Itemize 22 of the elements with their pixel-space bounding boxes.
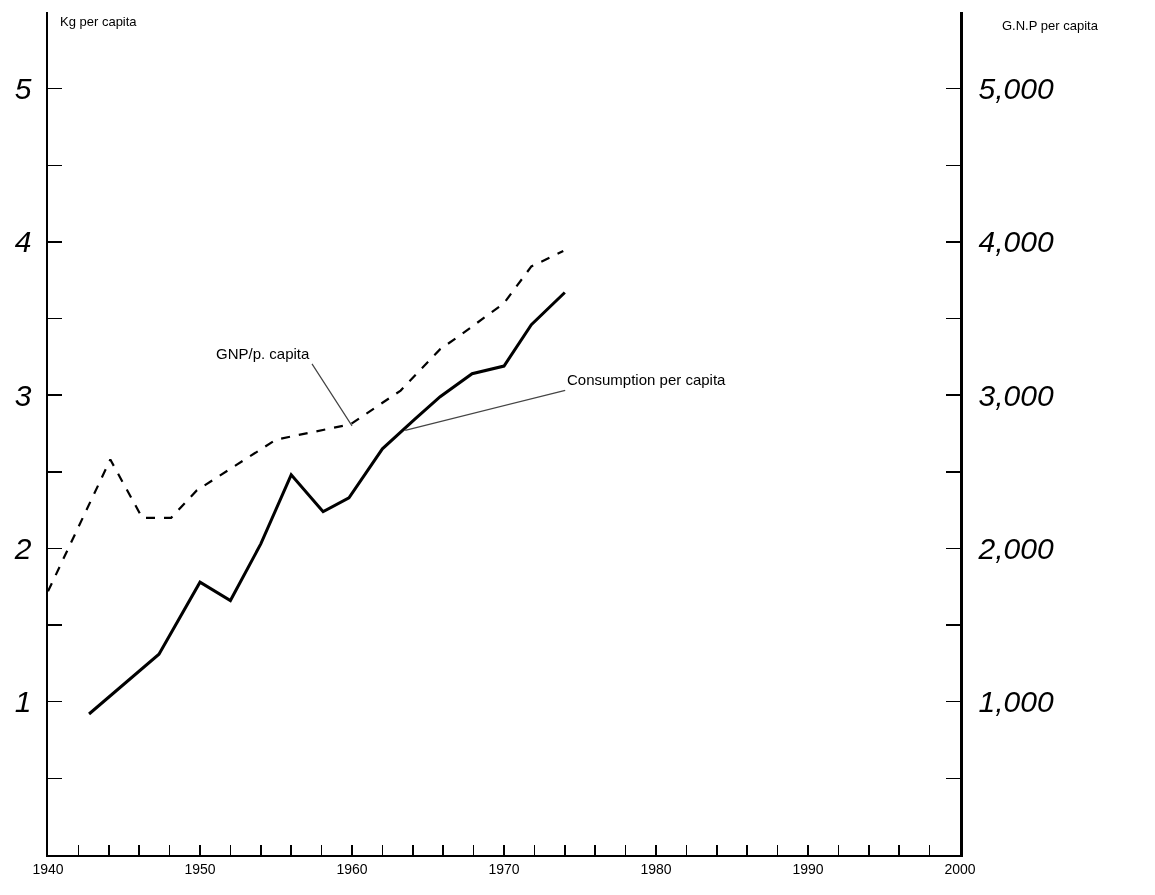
annotation: Consumption per capita — [567, 371, 727, 388]
y2-tick-label: 5,000 — [978, 72, 1054, 106]
x-tick-label: 1950 — [184, 860, 216, 877]
y2-tick-label: 4,000 — [978, 225, 1054, 259]
x-tick-label: 1980 — [640, 860, 672, 877]
x-tick-label: 1970 — [488, 860, 520, 877]
x-tick-label: 1960 — [336, 860, 368, 877]
line-series — [87, 290, 567, 716]
y-axis-title: Kg per capita — [60, 14, 138, 29]
y-tick-label: 5 — [14, 72, 32, 106]
y-tick-label: 4 — [14, 225, 32, 259]
x-tick-label: 1940 — [32, 860, 64, 877]
y2-tick-label: 1,000 — [978, 685, 1054, 719]
annotation: GNP/p. capita — [216, 345, 311, 362]
y2-tick-label: 2,000 — [977, 531, 1054, 565]
y2-axis-title: G.N.P per capita — [1002, 18, 1099, 33]
x-tick-label: 1990 — [792, 860, 824, 877]
y-tick-label: 1 — [14, 685, 32, 719]
y-tick-label: 2 — [13, 531, 32, 565]
y-tick-label: 3 — [14, 378, 32, 412]
y2-tick-label: 3,000 — [978, 378, 1054, 412]
x-tick-label: 2000 — [944, 860, 976, 877]
